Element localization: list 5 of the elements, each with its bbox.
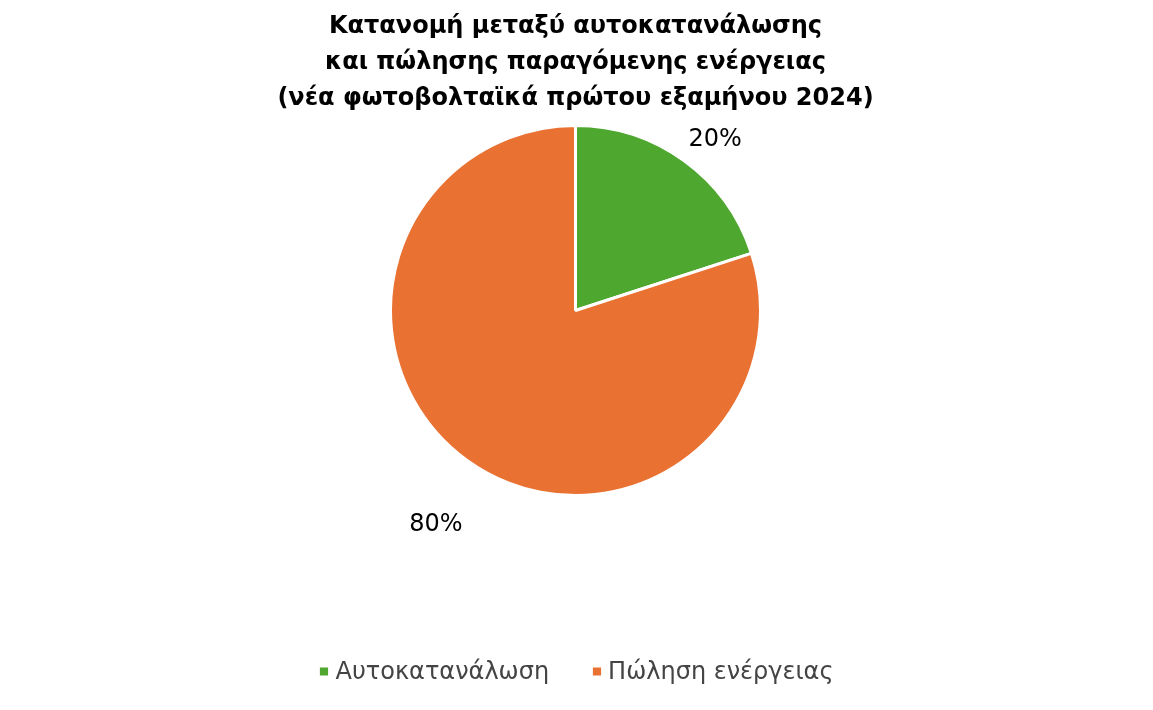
- legend-label: Πώληση ενέργειας: [608, 657, 834, 685]
- data-label: 80%: [409, 508, 463, 537]
- data-label: 20%: [688, 124, 742, 153]
- legend-label: Αυτοκατανάλωση: [335, 657, 550, 685]
- chart-title: Κατανομή μεταξύ αυτοκατανάλωσης και πώλησης παραγόμενης ενέργειας (νέα φωτοβολταϊκά πρώτου εξαμήνου 2024): [277, 10, 874, 112]
